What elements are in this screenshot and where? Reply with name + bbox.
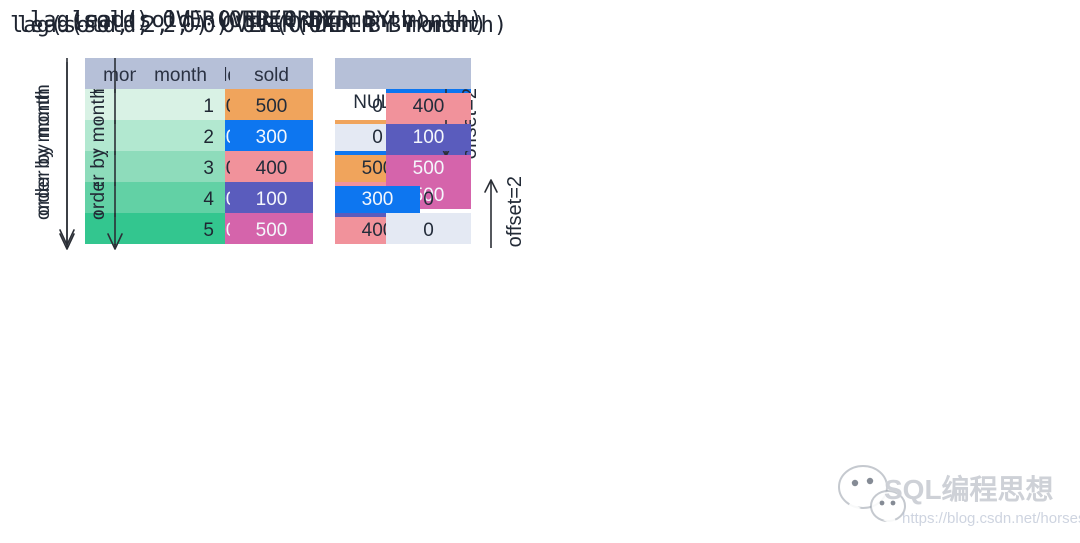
watermark-url-text: https://blog.csdn.net/horses	[902, 510, 1080, 527]
down-arrow-icon	[107, 62, 123, 250]
sold-cell: 300	[230, 124, 313, 151]
result-cell: 300	[335, 186, 420, 213]
down-arrow-icon	[59, 62, 75, 250]
result-cell: 0	[386, 217, 471, 244]
sold-cell: 500	[230, 93, 313, 120]
result-column-header	[386, 62, 471, 89]
wechat-icon	[838, 465, 906, 528]
month-cell: 5	[136, 217, 225, 244]
sold-column: sold 500 300 400 100 500	[230, 62, 313, 248]
result-cell: 100	[386, 124, 471, 151]
result-cell: 0	[372, 96, 383, 117]
panel-title: lag(sold) OVER(ORDER BY month)	[30, 8, 428, 33]
sold-cell: 400	[230, 155, 313, 182]
panel-title: lead(sold, 2, 0) OVER(ORDER BY month)	[17, 13, 508, 38]
month-column-header: month	[136, 62, 225, 89]
offset-up-arrow-icon	[484, 179, 498, 248]
panel-title: lead(sold) OVER(ORDER BY month)	[72, 8, 483, 33]
month-cell: 1	[136, 93, 225, 120]
offset-label: offset=2	[504, 176, 526, 248]
result-cell: 400	[386, 93, 471, 120]
result-cell: 500	[386, 155, 471, 182]
sold-cell: 500	[230, 217, 313, 244]
panel-lead-sold-2-0: lead(sold, 2, 0) OVER(ORDER BY month) or…	[0, 0, 540, 272]
watermark: SQL编程思想 https://blog.csdn.net/horses	[836, 448, 1080, 538]
panel-title: lag(sold, 2, 0) OVER(ORDER BY month)	[10, 13, 487, 38]
offset-annotation: offset=2	[482, 168, 527, 256]
month-cell: 2	[136, 124, 225, 151]
result-column: 400 100 500 0 0	[386, 62, 471, 248]
sold-cell: 100	[230, 186, 313, 213]
month-cell: 4	[136, 186, 225, 213]
month-column: month 1 2 3 4 5	[136, 62, 225, 248]
month-cell: 3	[136, 155, 225, 182]
result-cell: 0	[423, 189, 434, 210]
sold-column-header: sold	[230, 62, 313, 89]
watermark-brand-text: SQL编程思想	[884, 474, 1054, 505]
